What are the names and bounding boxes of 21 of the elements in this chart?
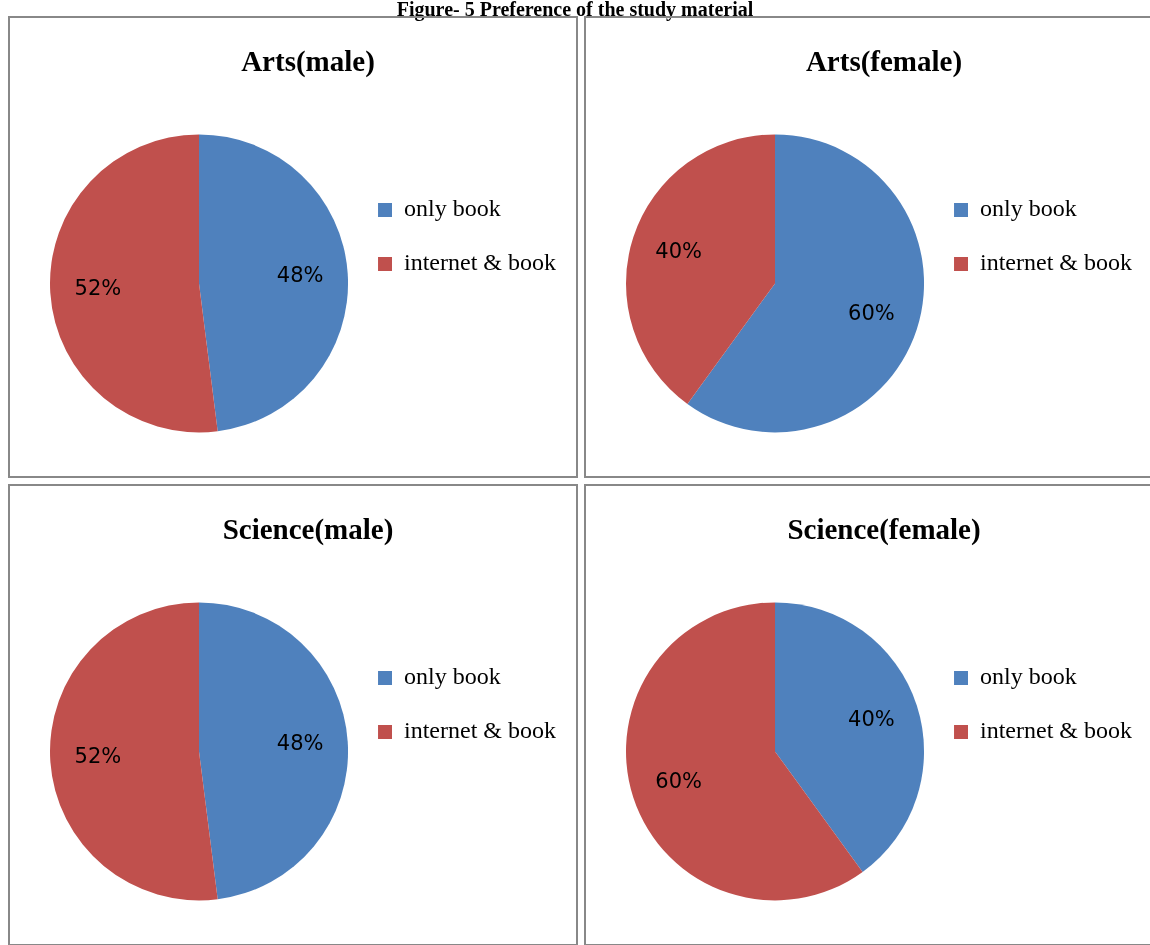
legend-label: only book bbox=[980, 663, 1077, 690]
legend-label: only book bbox=[404, 195, 501, 222]
data-label: 52% bbox=[74, 744, 122, 769]
text: Figure- 5 Preference of the study material bbox=[396, 0, 754, 20]
data-label: 48% bbox=[276, 731, 324, 756]
data-label: 60% bbox=[655, 769, 702, 794]
data-label: 48% bbox=[276, 263, 324, 288]
legend-label: internet & book bbox=[404, 249, 556, 276]
chart-title: Arts(female) bbox=[805, 44, 963, 78]
data-label: 60% bbox=[848, 301, 895, 326]
legend-label: internet & book bbox=[404, 717, 556, 744]
legend-label: only book bbox=[980, 195, 1077, 222]
legend-label: internet & book bbox=[980, 249, 1132, 276]
chart-title: Science(female) bbox=[787, 512, 981, 546]
chart-title: Arts(male) bbox=[241, 44, 375, 78]
data-label: 40% bbox=[848, 706, 895, 731]
data-label: 40% bbox=[655, 238, 702, 263]
chart-title: Science(male) bbox=[222, 512, 394, 546]
data-label: 52% bbox=[74, 276, 122, 301]
legend-label: internet & book bbox=[980, 717, 1132, 744]
legend-label: only book bbox=[404, 663, 501, 690]
